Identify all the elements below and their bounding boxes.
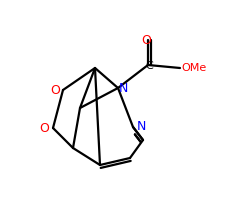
Text: O: O [50, 84, 60, 97]
Text: C: C [145, 61, 153, 71]
Text: N: N [136, 121, 146, 134]
Text: N: N [118, 83, 128, 96]
Text: O: O [141, 33, 151, 47]
Text: OMe: OMe [181, 63, 207, 73]
Text: O: O [39, 122, 49, 135]
